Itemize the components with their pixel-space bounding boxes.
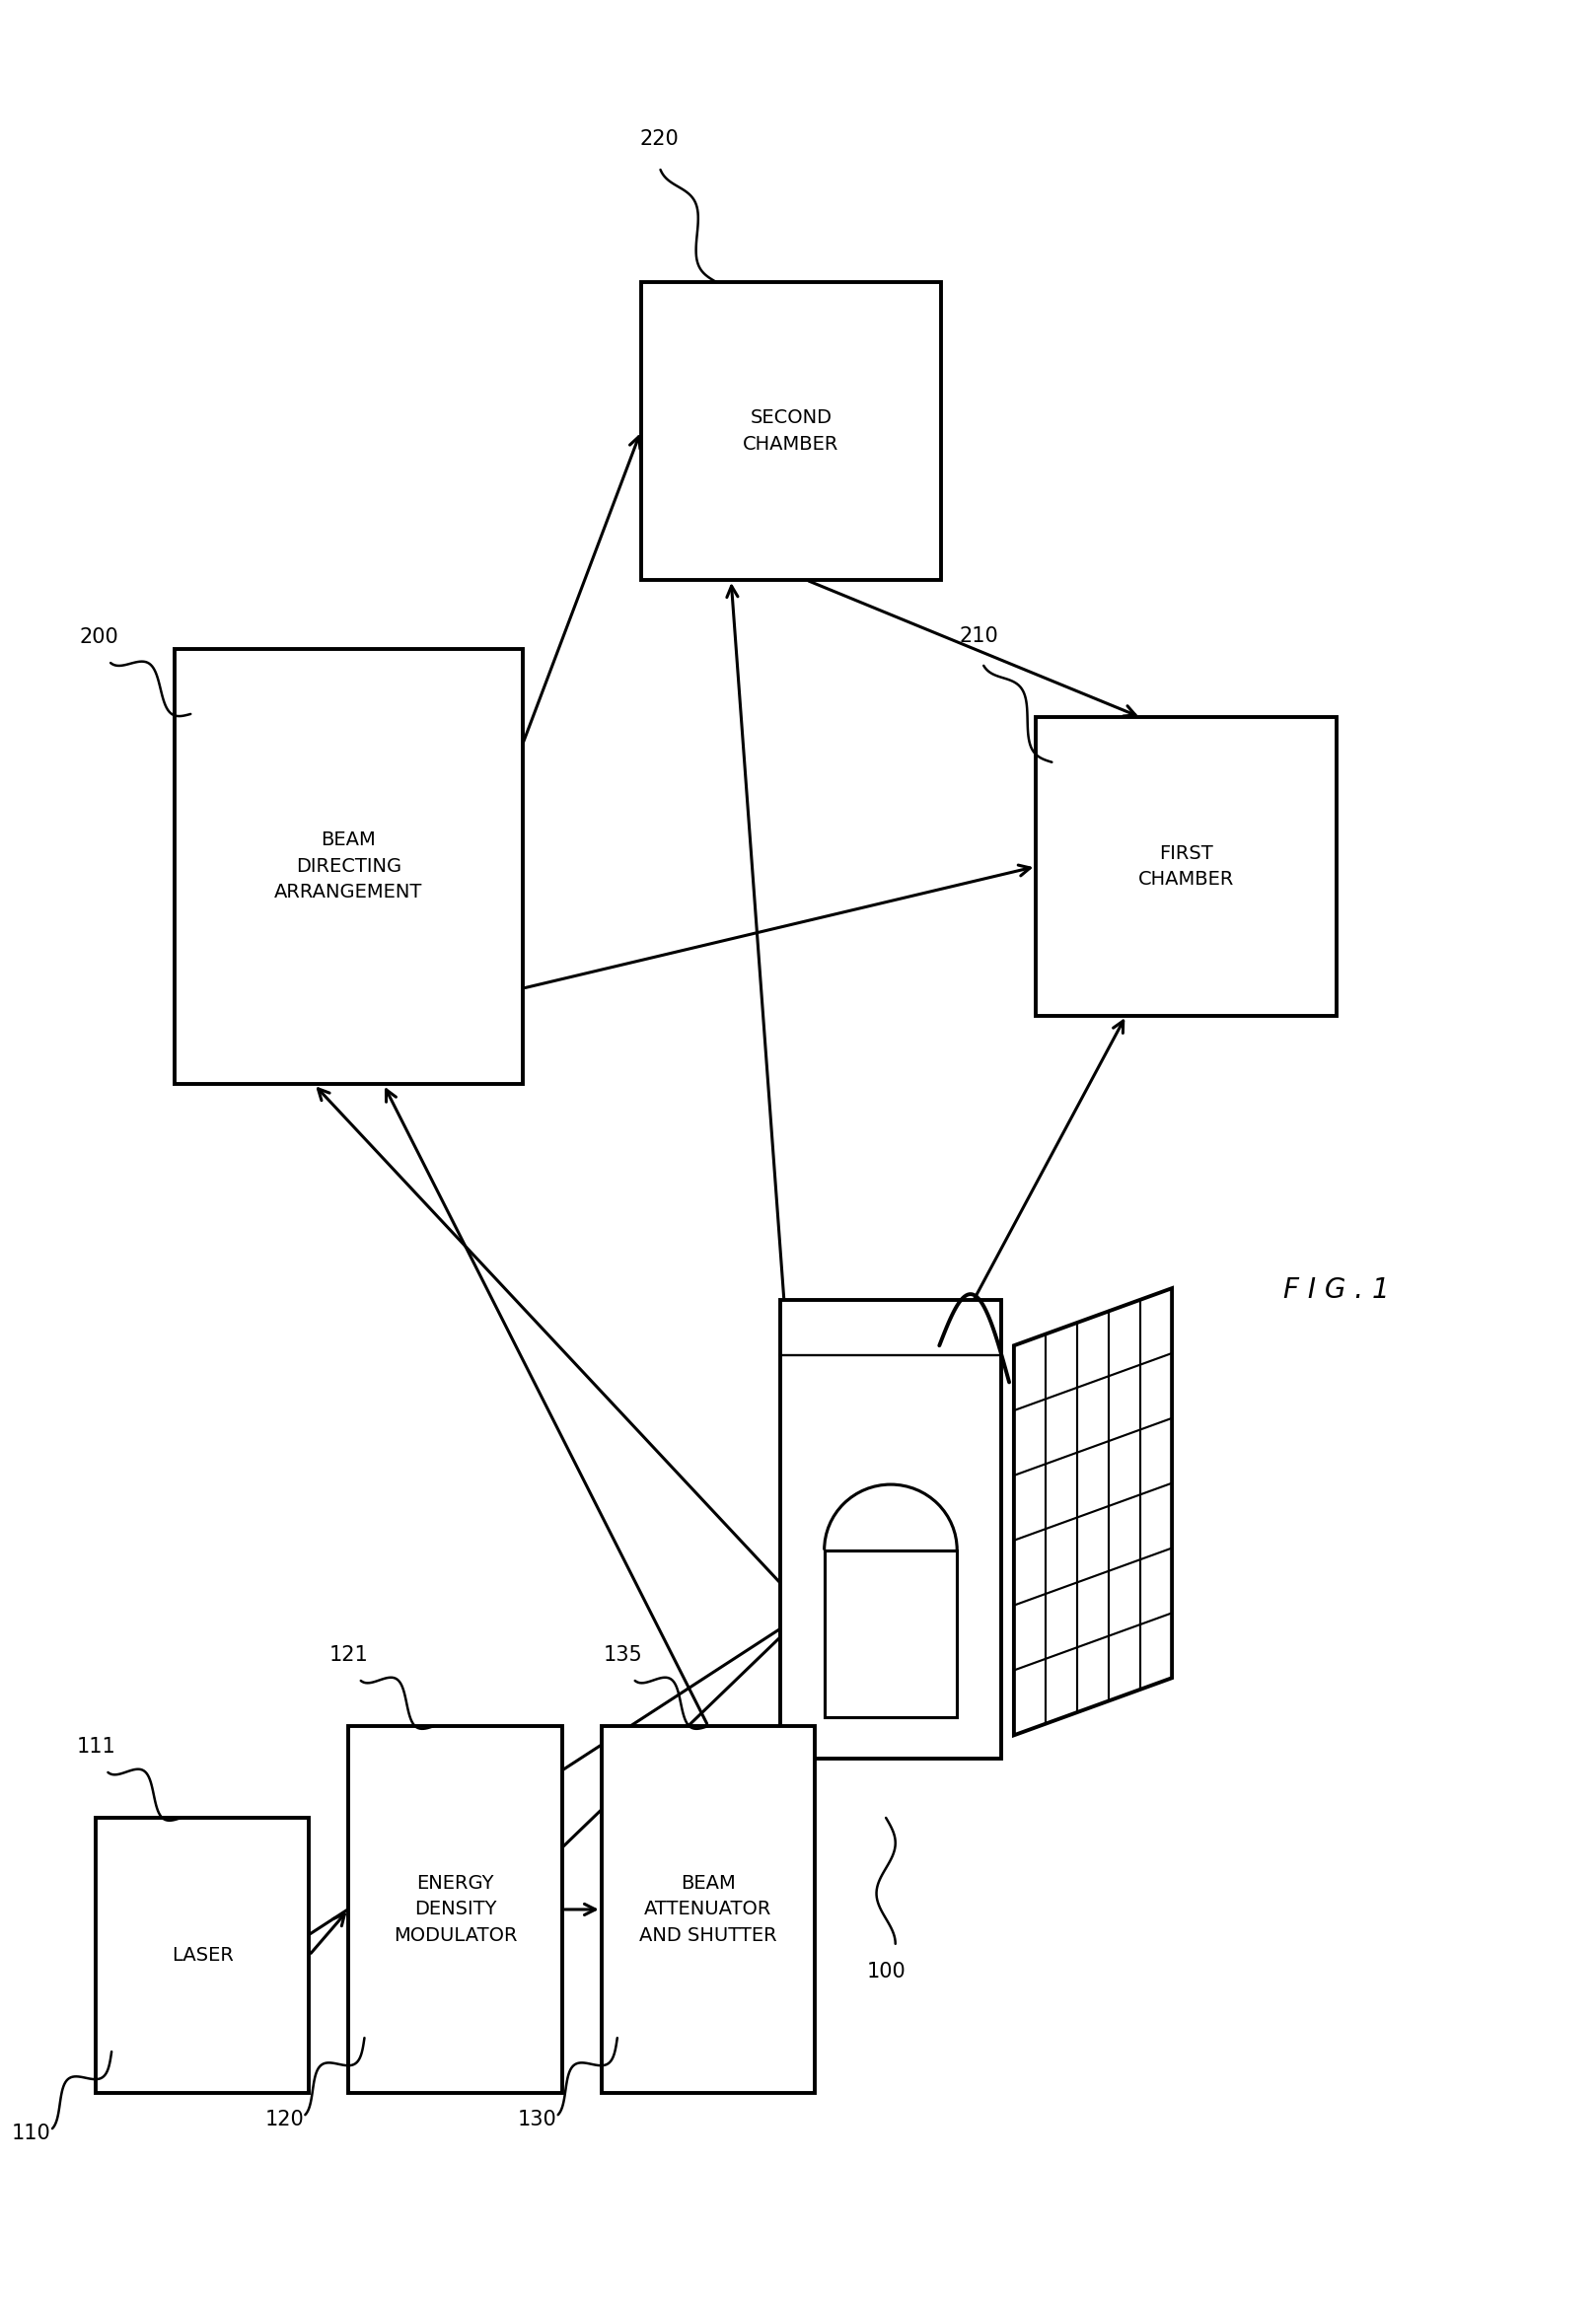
Text: 121: 121 (329, 1644, 369, 1665)
Text: 110: 110 (11, 2124, 51, 2142)
Bar (348, 1727, 562, 2094)
Text: 200: 200 (80, 627, 118, 648)
Bar (96, 1817, 310, 2094)
Bar (176, 648, 522, 1084)
Bar (1036, 717, 1336, 1015)
Text: ENERGY
DENSITY
MODULATOR: ENERGY DENSITY MODULATOR (393, 1875, 517, 1944)
Bar (602, 1727, 816, 2094)
Text: 130: 130 (517, 2110, 557, 2128)
Text: BEAM
ATTENUATOR
AND SHUTTER: BEAM ATTENUATOR AND SHUTTER (640, 1875, 777, 1944)
Text: 210: 210 (959, 625, 999, 646)
Bar (780, 1301, 1001, 1757)
Text: 135: 135 (603, 1644, 643, 1665)
Text: SECOND
CHAMBER: SECOND CHAMBER (744, 408, 839, 454)
Text: 220: 220 (640, 129, 678, 150)
Text: 111: 111 (77, 1736, 117, 1757)
Text: 120: 120 (265, 2110, 303, 2128)
Text: 100: 100 (867, 1962, 905, 1981)
Text: BEAM
DIRECTING
ARRANGEMENT: BEAM DIRECTING ARRANGEMENT (275, 830, 423, 902)
Bar (642, 281, 942, 579)
Text: F I G . 1: F I G . 1 (1283, 1278, 1390, 1305)
Text: FIRST
CHAMBER: FIRST CHAMBER (1138, 844, 1234, 888)
Bar (824, 1550, 958, 1718)
Text: LASER: LASER (171, 1946, 233, 1965)
Polygon shape (1013, 1289, 1171, 1734)
